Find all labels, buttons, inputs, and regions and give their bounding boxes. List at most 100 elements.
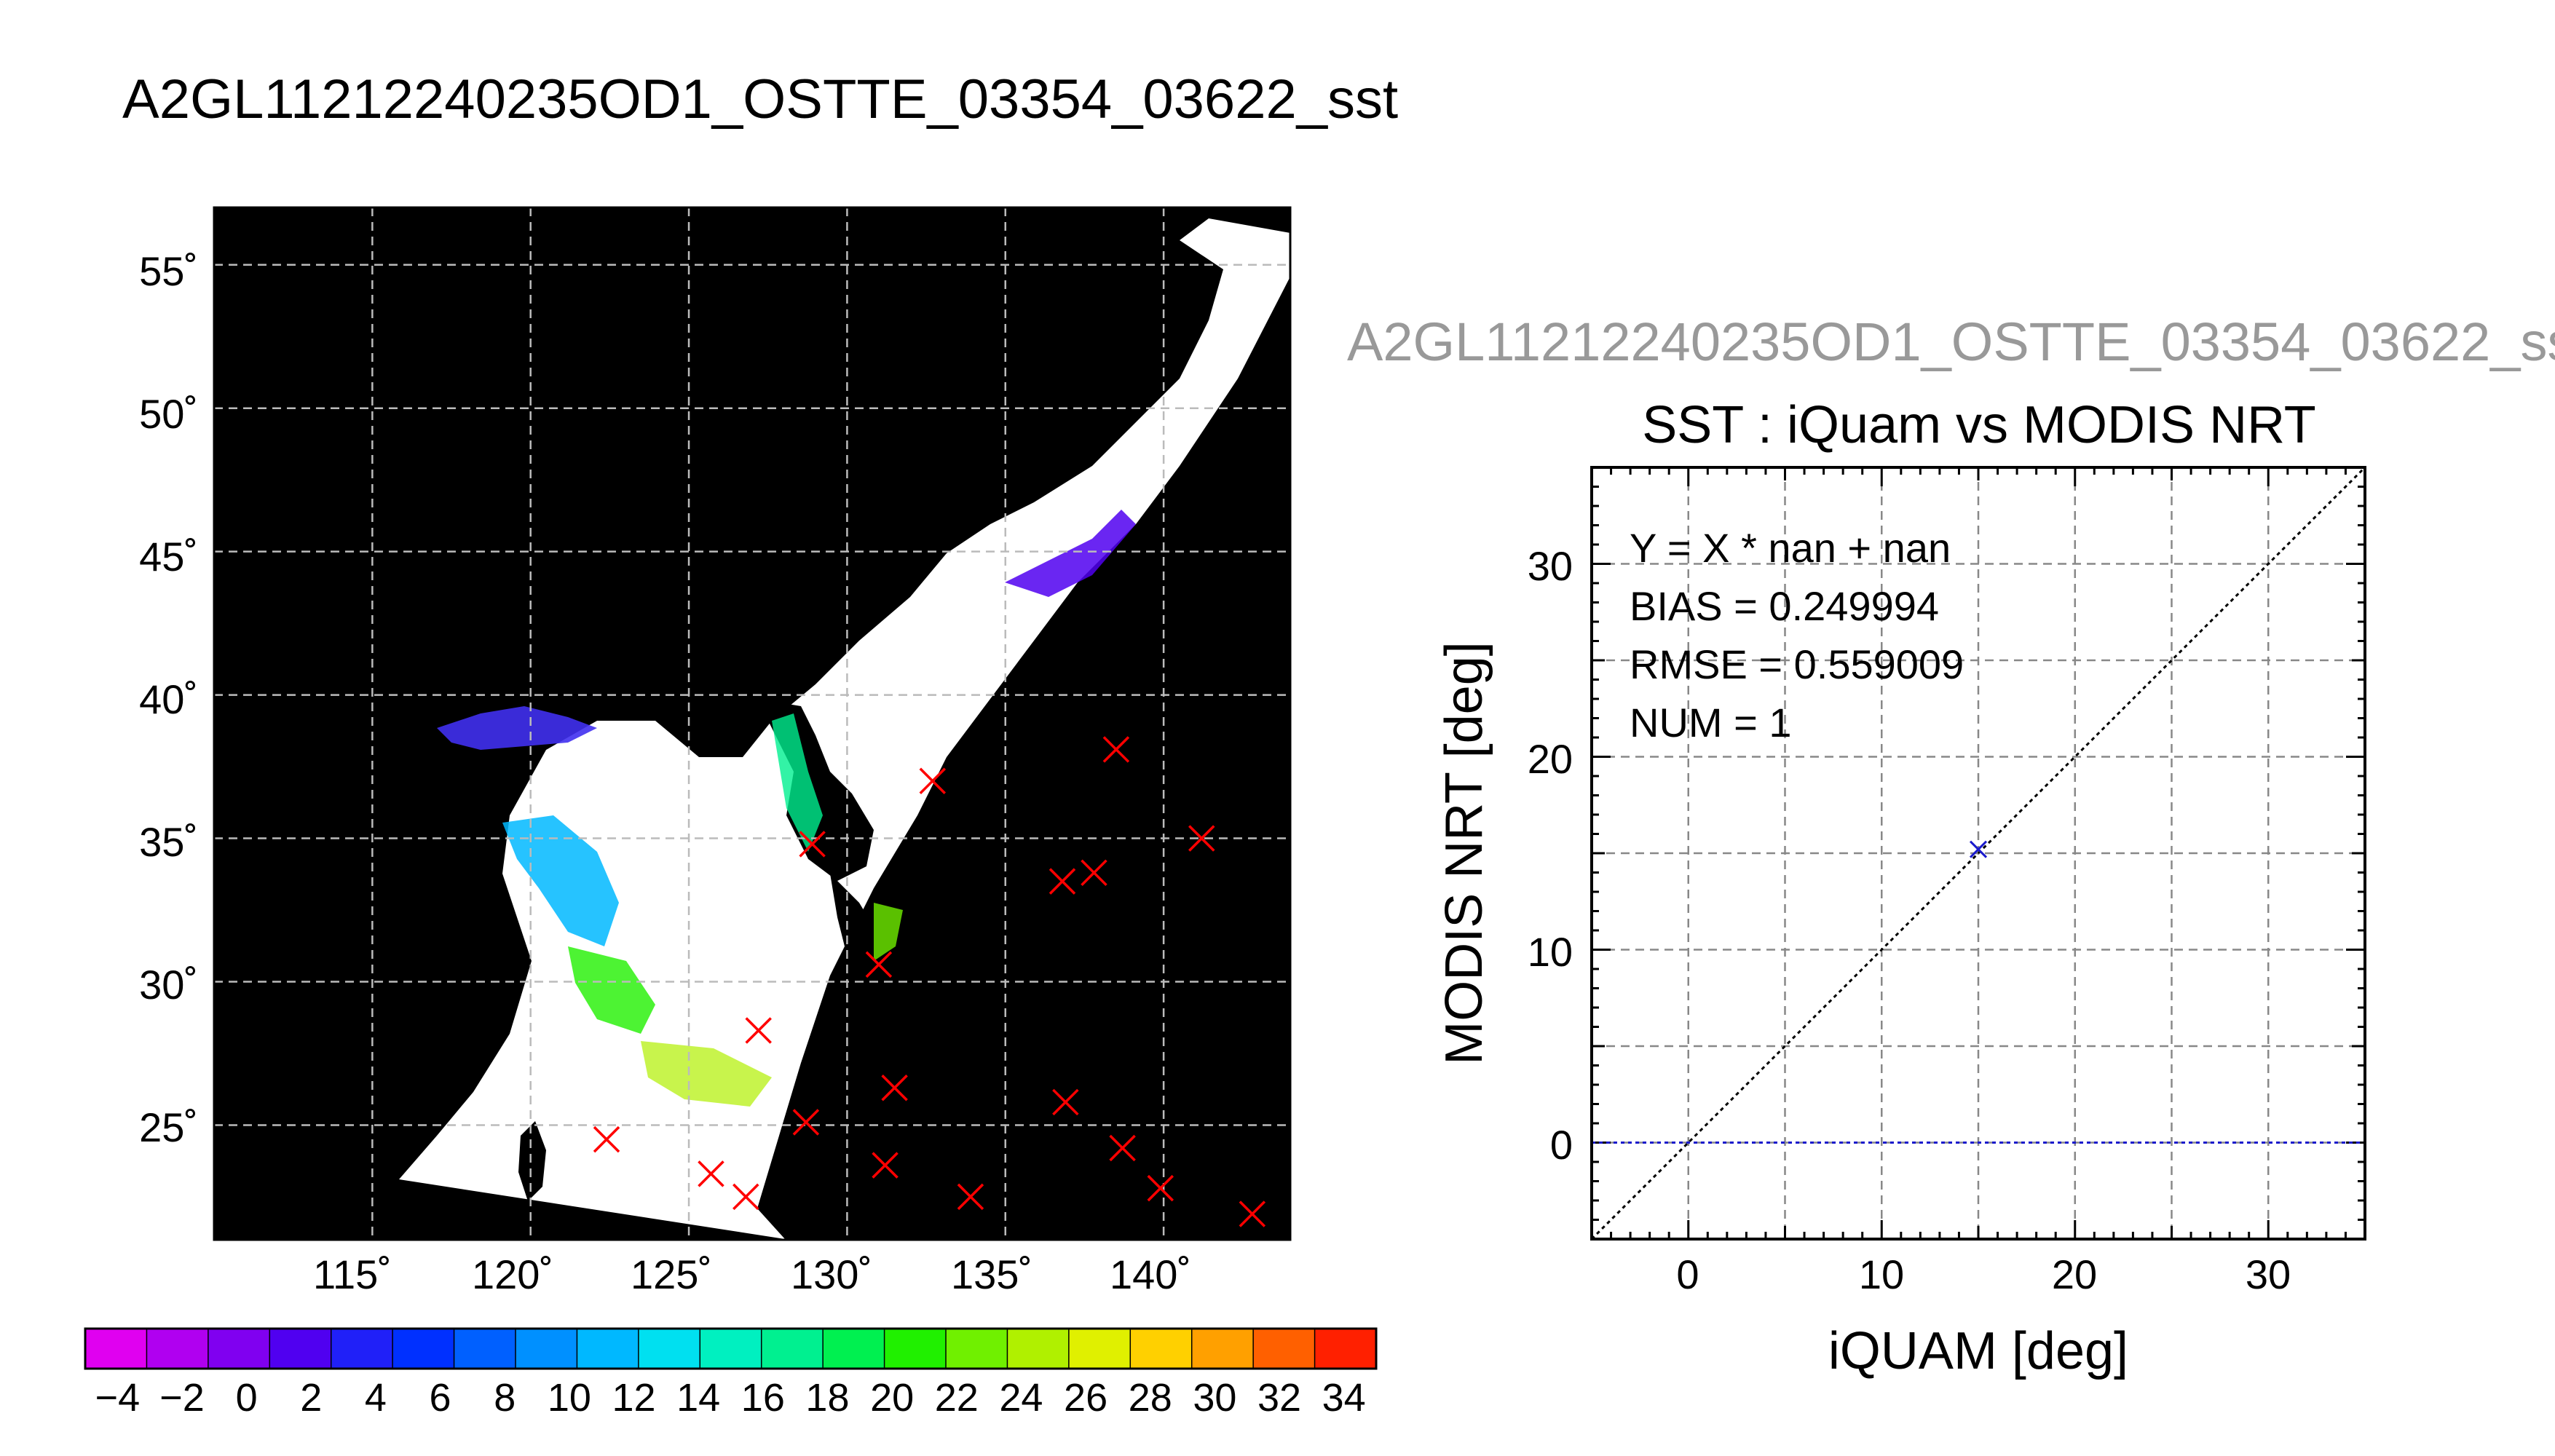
colorbar-labels: −4 −2 0 2 4 6 8 10 12 14 16 18 20 22 24 26 28 30 32 34: [95, 1376, 1366, 1420]
lon-label-140: 140˚: [1110, 1251, 1191, 1297]
lat-label-55: 55˚: [139, 248, 198, 294]
colorbar-tick-label: 10: [548, 1376, 591, 1420]
scatter-x-tick-labels: 0 10 20 30: [1676, 1251, 2291, 1297]
x-tick-label-30: 30: [2246, 1251, 2291, 1297]
matchup-marker: [792, 1109, 820, 1136]
matchup-marker: [919, 767, 947, 795]
colorbar-tick-label: 6: [430, 1376, 451, 1420]
colorbar-cell: [1253, 1329, 1316, 1369]
colorbar-cell: [331, 1329, 393, 1369]
colorbar-cell: [1130, 1329, 1193, 1369]
scatter-points: [1969, 840, 1988, 858]
colorbar-frame: [84, 1327, 1378, 1370]
matchup-marker: [957, 1183, 984, 1211]
matchup-marker: [593, 1125, 620, 1153]
map-frame: [213, 206, 1292, 1241]
colorbar-tick-label: 12: [612, 1376, 655, 1420]
taiwan-land: [518, 1121, 546, 1201]
colorbar-cell: [1068, 1329, 1131, 1369]
matchup-marker: [1109, 1134, 1136, 1162]
lon-label-125: 125˚: [631, 1251, 712, 1297]
colorbar-tick-label: 8: [494, 1376, 516, 1420]
x-tick-label-10: 10: [1859, 1251, 1904, 1297]
stats-num: NUM = 1: [1630, 700, 1792, 745]
matchup-marker: [1052, 1088, 1079, 1116]
y-tick-label-30: 30: [1528, 543, 1573, 589]
scatter-plot-title: SST : iQuam vs MODIS NRT: [1642, 396, 2316, 454]
sst-patch-north: [1005, 510, 1136, 597]
colorbar-cell: [269, 1329, 332, 1369]
scatter-overlay-title: A2GL11212240235OD1_OSTTE_03354_03622_sst: [1347, 312, 2555, 372]
matchup-marker: [1049, 868, 1076, 895]
colorbar-cell: [1191, 1329, 1254, 1369]
y-tick-label-10: 10: [1528, 929, 1573, 975]
matchup-marker: [1081, 859, 1107, 887]
swath-data: [399, 218, 1290, 1239]
matchup-marker: [1102, 736, 1130, 763]
sst-patch-cold: [437, 706, 597, 750]
x-tick-label-0: 0: [1676, 1251, 1699, 1297]
colorbar-cell: [884, 1329, 947, 1369]
y-tick-label-20: 20: [1528, 736, 1573, 782]
map-grid: [214, 207, 1290, 1240]
lon-label-130: 130˚: [791, 1251, 872, 1297]
colorbar-cell: [700, 1329, 762, 1369]
matchup-marker: [732, 1183, 759, 1211]
matchup-marker: [865, 951, 893, 978]
colorbar-tick-label: 18: [805, 1376, 849, 1420]
colorbar-cell: [946, 1329, 1008, 1369]
lon-label-115: 115˚: [313, 1251, 392, 1297]
colorbar-tick-label: −4: [95, 1376, 141, 1420]
matchup-marker: [872, 1152, 899, 1179]
sst-patch-japan: [874, 903, 903, 961]
lat-label-50: 50˚: [139, 391, 198, 437]
matchup-marker: [881, 1075, 908, 1101]
matchup-marker: [1188, 825, 1215, 852]
colorbar-cell: [1007, 1329, 1070, 1369]
main-title: A2GL11212240235OD1_OSTTE_03354_03622_sst: [122, 68, 1398, 130]
lon-tick-labels: 115˚ 120˚ 125˚ 130˚ 135˚ 140˚: [313, 1251, 1191, 1297]
colorbar-tick-label: 4: [365, 1376, 387, 1420]
colorbar-tick-label: 26: [1064, 1376, 1107, 1420]
matchup-marker: [698, 1160, 724, 1187]
stats-rmse: RMSE = 0.559009: [1630, 641, 1964, 687]
colorbar-tick-label: 14: [676, 1376, 720, 1420]
lat-label-45: 45˚: [139, 534, 198, 579]
colorbar-tick-label: 2: [300, 1376, 322, 1420]
matchup-marker: [745, 1017, 772, 1044]
colorbar-tick-label: 28: [1129, 1376, 1172, 1420]
matchup-marker: [1239, 1200, 1266, 1227]
stats-equation: Y = X * nan + nan: [1630, 525, 1951, 571]
sst-patch-yellowgreen: [641, 1041, 772, 1107]
scatter-lines: [1590, 466, 2366, 1241]
colorbar-cell: [638, 1329, 700, 1369]
colorbar-cell: [577, 1329, 639, 1369]
matchup-marker: [799, 831, 826, 858]
lat-tick-labels: 55˚ 50˚ 45˚ 40˚ 35˚ 30˚ 25˚: [139, 248, 198, 1150]
colorbar-cells: [85, 1329, 1377, 1369]
scatter-grid: [1592, 467, 2365, 1239]
colorbar-tick-label: 20: [870, 1376, 914, 1420]
colorbar-cell: [516, 1329, 577, 1369]
lon-label-120: 120˚: [472, 1251, 553, 1297]
scatter-x-axis-label: iQUAM [deg]: [1828, 1322, 2128, 1380]
colorbar-cell: [392, 1329, 455, 1369]
colorbar-cell: [823, 1329, 885, 1369]
matchup-markers: [593, 736, 1266, 1227]
colorbar-tick-label: 34: [1322, 1376, 1366, 1420]
scatter-y-axis-label: MODIS NRT [deg]: [1435, 641, 1493, 1065]
sst-patch-korea: [772, 713, 823, 852]
scatter-stats: Y = X * nan + nan BIAS = 0.249994 RMSE =…: [1630, 525, 1964, 745]
colorbar-tick-label: 30: [1193, 1376, 1236, 1420]
colorbar-tick-label: 16: [741, 1376, 785, 1420]
colorbar-tick-label: 22: [935, 1376, 979, 1420]
scatter-frame: [1590, 466, 2366, 1241]
map-panel: 55˚ 50˚ 45˚ 40˚ 35˚ 30˚ 25˚ 115˚ 120˚ 12…: [139, 206, 1292, 1297]
scatter-y-tick-labels: 0 10 20 30: [1528, 543, 1573, 1168]
matchup-marker: [1147, 1174, 1174, 1202]
one-to-one-line: [1590, 466, 2366, 1241]
scatter-panel: A2GL11212240235OD1_OSTTE_03354_03622_sst…: [1347, 312, 2555, 1380]
lat-label-30: 30˚: [139, 962, 198, 1008]
y-tick-label-0: 0: [1550, 1122, 1573, 1168]
